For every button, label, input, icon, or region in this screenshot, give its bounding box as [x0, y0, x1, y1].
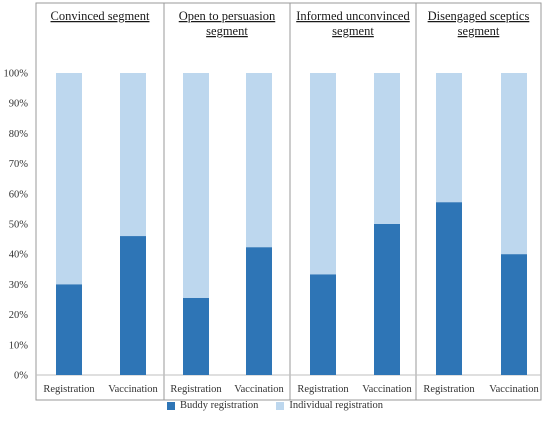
- x-category-label: Vaccination: [362, 384, 412, 395]
- y-tick-label: 70%: [9, 159, 29, 170]
- bar-individual-registration: [183, 73, 209, 298]
- y-tick-label: 80%: [9, 129, 29, 140]
- x-category-label: Registration: [43, 384, 95, 395]
- panel-title: segment: [206, 24, 248, 38]
- bar-individual-registration: [436, 73, 462, 203]
- x-category-label: Registration: [170, 384, 222, 395]
- panel-title: Open to persuasion: [179, 9, 276, 23]
- y-tick-label: 90%: [9, 99, 29, 110]
- x-category-label: Registration: [297, 384, 349, 395]
- bar-individual-registration: [56, 73, 82, 285]
- y-tick-label: 40%: [9, 250, 29, 261]
- bar-individual-registration: [374, 73, 400, 224]
- y-tick-label: 60%: [9, 189, 29, 200]
- y-tick-label: 50%: [9, 220, 29, 231]
- legend-item-buddy: Buddy registration: [166, 400, 259, 411]
- legend-label-buddy: Buddy registration: [179, 400, 259, 411]
- y-tick-label: 20%: [9, 310, 29, 321]
- y-tick-label: 30%: [9, 280, 29, 291]
- panel-title: Disengaged sceptics: [428, 9, 530, 23]
- legend-swatch-individual: [276, 401, 285, 410]
- bar-buddy-registration: [120, 236, 146, 375]
- x-category-label: Vaccination: [108, 384, 158, 395]
- bar-buddy-registration: [374, 224, 400, 375]
- bar-buddy-registration: [246, 247, 272, 375]
- y-tick-label: 10%: [9, 340, 29, 351]
- chart-frame: [35, 2, 542, 401]
- bar-individual-registration: [120, 73, 146, 237]
- panel-title: Informed unconvinced: [296, 9, 410, 23]
- y-tick-label: 0%: [14, 371, 28, 382]
- x-category-label: Vaccination: [234, 384, 284, 395]
- y-tick-label: 100%: [4, 69, 29, 80]
- panel-title: segment: [332, 24, 374, 38]
- panel-title: segment: [458, 24, 500, 38]
- bar-buddy-registration: [56, 284, 82, 375]
- legend-swatch-buddy: [166, 401, 175, 410]
- bar-buddy-registration: [310, 274, 336, 375]
- panel-title: Convinced segment: [51, 9, 150, 23]
- bar-individual-registration: [501, 73, 527, 255]
- legend-label-individual: Individual registration: [289, 400, 384, 411]
- legend: Buddy registration Individual registrati…: [0, 400, 550, 411]
- bar-buddy-registration: [183, 297, 209, 375]
- x-category-label: Vaccination: [489, 384, 539, 395]
- x-category-label: Registration: [423, 384, 475, 395]
- bar-buddy-registration: [436, 202, 462, 375]
- bar-buddy-registration: [501, 254, 527, 375]
- bar-individual-registration: [310, 73, 336, 275]
- bar-individual-registration: [246, 73, 272, 248]
- legend-item-individual: Individual registration: [276, 400, 383, 411]
